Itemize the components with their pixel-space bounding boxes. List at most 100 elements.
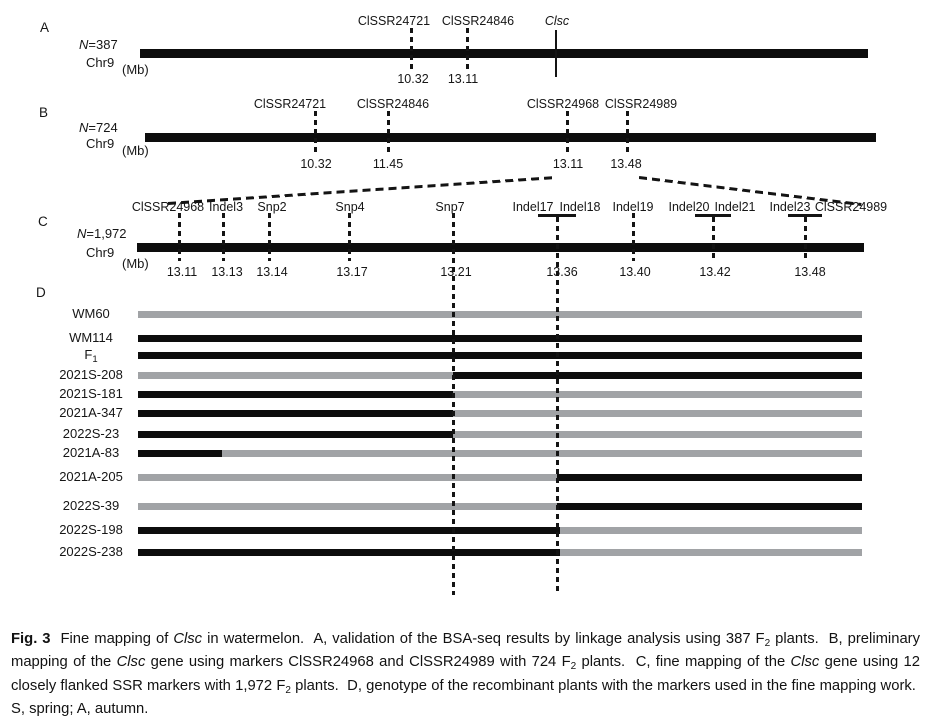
marker-line-clssr24721 [313, 111, 317, 155]
genotype-bar-segment [453, 371, 862, 379]
genotype-row-label-2021a-83: 2021A-83 [62, 445, 120, 460]
caption-text: plants. B, preliminary mapping of the [11, 631, 921, 671]
marker-line-clssr24721 [409, 28, 413, 71]
genotype-bar-segment [138, 334, 862, 342]
genotype-bar-segment [138, 548, 560, 556]
panel-C-mb-unit-label: (Mb) [122, 256, 149, 271]
marker-line-clssr24846 [386, 111, 390, 155]
marker-label-clssr24846: ClSSR24846 [356, 97, 430, 111]
genotype-bar-segment [560, 526, 862, 534]
genotype-row-label-wm114: WM114 [69, 330, 113, 345]
marker-position-13.42: 13.42 [699, 265, 731, 279]
genotype-bar-segment [138, 430, 453, 438]
marker-position-13.11: 13.11 [166, 265, 198, 279]
marker-label-clsc: Clsc [544, 14, 570, 28]
marker-line-snp7 [451, 213, 455, 595]
caption-subscript: 2 [764, 638, 771, 649]
caption-gene-name: Clsc [790, 654, 820, 671]
marker-label-indel20: Indel20 [668, 200, 710, 214]
panel-A-chromosome-label: Chr9 [86, 55, 115, 70]
marker-label-snp4: Snp4 [335, 200, 365, 214]
caption-text: plants. C, fine mapping of the [576, 654, 791, 671]
caption-gene-name: Clsc [116, 654, 146, 671]
panel-A-chromosome-bar [140, 49, 868, 58]
marker-line-clssr24989 [625, 111, 629, 155]
caption-text: Fine mapping of [50, 631, 174, 647]
marker-position-11.45: 11.45 [372, 157, 404, 171]
panel-B-population-label: N=724 [79, 120, 118, 135]
marker-label-snp7: Snp7 [435, 200, 465, 214]
caption-text: plants. D, genotype of the recombinant p… [11, 677, 921, 717]
marker-line-clssr24968 [565, 111, 569, 155]
marker-line-clssr24846 [465, 28, 469, 71]
genotype-bar-segment [453, 430, 862, 438]
panel-B-mb-unit-label: (Mb) [122, 143, 149, 158]
caption-text: in watermelon. A, validation of the BSA-… [202, 631, 765, 647]
panel-A-letter: A [40, 20, 50, 35]
genotype-bar-segment [453, 390, 862, 398]
marker-position-13.40: 13.40 [619, 265, 651, 279]
marker-label-indel19: Indel19 [612, 200, 654, 214]
genotype-bar-segment [138, 526, 560, 534]
genotype-row-label-2022s-198: 2022S-198 [59, 522, 123, 537]
marker-tbar-indel20 [695, 214, 731, 217]
marker-line-indel20 [711, 217, 715, 261]
panel-B-letter: B [39, 105, 49, 120]
marker-line-snp2 [267, 213, 271, 261]
marker-label-indel17: Indel17 [512, 200, 554, 214]
italic-n: N [77, 226, 87, 241]
marker-label-indel21: Indel21 [714, 200, 756, 214]
genotype-bar-segment [138, 310, 862, 318]
marker-position-13.13: 13.13 [211, 265, 243, 279]
panel-B-chromosome-label: Chr9 [86, 136, 115, 151]
genotype-bar-segment [560, 548, 862, 556]
genotype-row-label-2021s-208: 2021S-208 [59, 367, 123, 382]
marker-line-clsc [555, 30, 557, 77]
genotype-bar-segment [138, 390, 453, 398]
genotype-bar-segment [138, 351, 862, 359]
genotype-bar-segment [557, 502, 862, 510]
genotype-row-label-2021a-205: 2021A-205 [59, 469, 123, 484]
italic-n: N [79, 37, 89, 52]
marker-label-clssr24721: ClSSR24721 [253, 97, 327, 111]
genotype-bar-segment [138, 371, 453, 379]
marker-label-indel18: Indel18 [559, 200, 601, 214]
genotype-row-label-2022s-23: 2022S-23 [62, 426, 120, 441]
genotype-bar-segment [138, 473, 557, 481]
marker-label-clssr24989: ClSSR24989 [814, 200, 888, 214]
marker-line-snp4 [347, 213, 351, 261]
figure-caption: Fig. 3 Fine mapping of Clsc in watermelo… [11, 630, 920, 719]
marker-position-13.48: 13.48 [794, 265, 826, 279]
marker-line-indel17 [555, 217, 559, 595]
italic-n: N [79, 120, 89, 135]
genotype-row-label-2022s-39: 2022S-39 [62, 498, 120, 513]
panel-C-chromosome-label: Chr9 [86, 245, 115, 260]
panel-A-population-label: N=387 [79, 37, 118, 52]
genotype-bar-segment [138, 409, 453, 417]
marker-tbar-indel23 [788, 214, 822, 217]
marker-position-13.21: 13.21 [440, 265, 472, 279]
marker-label-clssr24846: ClSSR24846 [441, 14, 515, 28]
caption-subscript: 2 [285, 684, 291, 696]
marker-position-13.14: 13.14 [256, 265, 288, 279]
marker-position-13.48: 13.48 [610, 157, 642, 171]
marker-label-indel23: Indel23 [769, 200, 811, 214]
genotype-row-label-2022s-238: 2022S-238 [59, 544, 123, 559]
marker-position-13.17: 13.17 [336, 265, 368, 279]
caption-figure-number: Fig. 3 [11, 631, 51, 647]
caption-text: gene using markers ClSSR24968 and ClSSR2… [145, 654, 571, 671]
marker-line-indel23 [803, 217, 807, 261]
marker-label-clssr24968: ClSSR24968 [526, 97, 600, 111]
marker-position-13.36: 13.36 [546, 265, 578, 279]
genotype-row-label-2021s-181: 2021S-181 [59, 386, 123, 401]
panel-B-chromosome-bar [145, 133, 876, 142]
genotype-bar-segment [138, 449, 222, 457]
marker-tbar-indel17 [538, 214, 576, 217]
panel-C-letter: C [38, 214, 48, 229]
panel-D-letter: D [36, 285, 46, 300]
genotype-bar-segment [138, 502, 557, 510]
genotype-row-label-2021a-347: 2021A-347 [59, 405, 123, 420]
panel-C-population-label: N=1,972 [77, 226, 127, 241]
